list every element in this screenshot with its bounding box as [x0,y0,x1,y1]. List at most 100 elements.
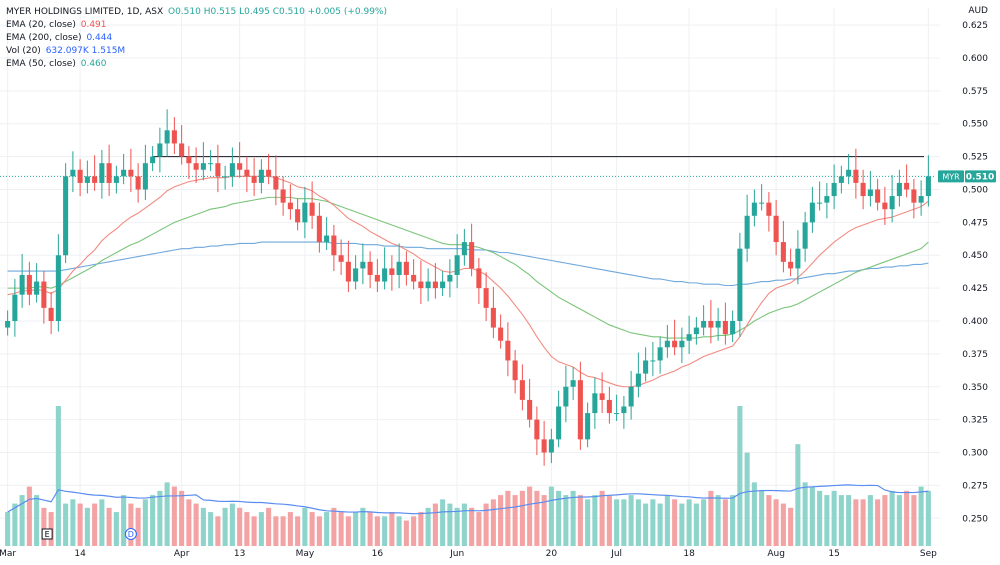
candle [186,146,192,179]
candle [345,240,351,293]
volume-bar [295,516,301,546]
earnings-marker[interactable]: E [41,528,53,540]
candle [432,263,438,299]
x-tick-label: Sep [920,549,937,559]
candle-body [476,268,482,289]
candle [142,144,148,201]
volume-bar [875,499,881,546]
volume-bar [41,507,47,546]
candle [461,228,467,266]
candle [490,286,496,339]
candle [788,248,794,277]
candle [266,153,272,185]
volume-bar [92,503,98,546]
candle [164,109,170,157]
volume-bar [592,495,598,546]
candle-body [889,196,895,210]
candle-body [831,182,837,197]
volume-bar [251,516,257,546]
volume-bar [679,503,685,546]
y-tick-label: 0.500 [962,185,988,195]
candle-body [63,176,69,256]
volume-bar [5,512,11,546]
volume-bar [802,482,808,546]
candle [287,184,293,220]
x-tick-label: 13 [234,549,245,559]
chart-legend: MYER HOLDINGS LIMITED, 1D, ASX O0.510 H0… [6,6,387,71]
volume-bar [490,499,496,546]
price-tag-symbol: MYR [942,172,960,181]
candle [896,169,902,207]
candle-body [751,202,757,216]
candle [193,147,199,183]
candle [200,142,206,181]
volume-bar [693,503,699,546]
candle [41,271,47,324]
volume-bar [280,516,286,546]
volume-bar [505,490,511,546]
volume-bar [498,495,504,546]
candle-body [817,202,823,204]
candle-body [266,169,272,177]
volume-bar [512,495,518,546]
volume-bar [345,516,351,546]
volume-bar [621,499,627,546]
volume-bar [548,486,554,546]
candle-body [592,393,598,414]
candle-body [164,130,170,144]
candle [171,117,177,154]
candle-body [838,176,844,183]
candle-body [650,360,656,362]
volume-bar [208,512,214,546]
volume-bar [461,503,467,546]
legend-ema50-row[interactable]: EMA (50, close) 0.460 [6,58,387,71]
y-tick-label: 0.550 [962,120,988,130]
dividend-marker[interactable]: D [124,528,137,540]
candle [26,261,32,306]
x-tick-label: 15 [828,549,839,559]
candle [367,251,373,289]
volume-bar [606,495,612,546]
candle [860,169,866,210]
legend-ema50-label: EMA (50, close) [6,59,76,69]
candle-body [498,327,504,341]
candle [215,144,221,193]
candle [744,194,750,262]
legend-ema20-row[interactable]: EMA (20, close) 0.491 [6,19,387,32]
volume-ma-line [7,484,929,515]
volume-bar [730,495,736,546]
candle-body [121,169,127,177]
volume-bar [788,507,794,546]
candle [925,155,931,207]
candle [19,253,25,308]
volume-bar [418,512,424,546]
candle [795,230,801,285]
legend-vol-row[interactable]: Vol (20) 632.097K 1.515M [6,45,387,58]
candle-body [809,202,815,223]
candle [99,150,105,199]
x-tick-label: Jun [449,549,464,559]
volume-bar [186,499,192,546]
candle [70,151,76,193]
y-tick-label: 0.400 [962,317,988,327]
candle [374,259,380,293]
volume-bar [84,507,90,546]
candle-body [338,255,344,262]
candle [425,268,431,302]
candle [875,178,881,211]
legend-ema200-row[interactable]: EMA (200, close) 0.444 [6,32,387,45]
candle [382,247,388,290]
candle-body [795,248,801,269]
candle [534,406,540,456]
candle-body [846,169,852,177]
x-tick-label: 16 [372,549,384,559]
volume-bar [135,507,141,546]
y-tick-label: 0.350 [962,383,988,393]
x-tick-label: Mar [0,549,16,559]
volume-bar [534,490,540,546]
volume-bar [411,516,417,546]
candle [672,319,678,356]
candle [730,310,736,343]
candle [447,259,453,298]
